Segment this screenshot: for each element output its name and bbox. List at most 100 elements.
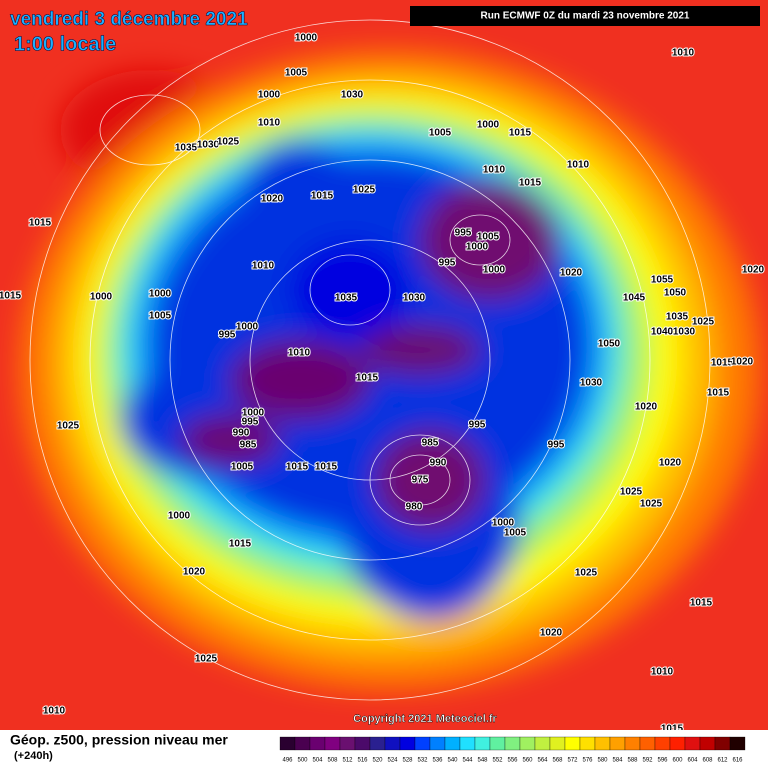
- isobar-label: 1020: [560, 268, 583, 279]
- isobar-label: 1030: [341, 90, 364, 101]
- scale-swatch: [579, 736, 596, 751]
- scale-label: 564: [537, 758, 548, 764]
- isobar-label: 1040: [651, 327, 674, 338]
- scale-swatch: [699, 736, 716, 751]
- scale-swatch: [714, 736, 731, 751]
- scale-swatch: [669, 736, 686, 751]
- scale-swatch: [684, 736, 701, 751]
- isobar-label: 1000: [149, 289, 172, 300]
- isobar-label: 1000: [258, 90, 281, 101]
- scale-swatch: [339, 736, 356, 751]
- isobar-label: 1035: [666, 312, 689, 323]
- isobar-label: 1020: [183, 567, 206, 578]
- scale-swatch: [624, 736, 641, 751]
- scale-label: 512: [342, 758, 353, 764]
- isobar-label: 1025: [640, 499, 663, 510]
- isobar-label: 1005: [504, 528, 527, 539]
- isobar-label: 1010: [43, 706, 66, 717]
- isobar-label: 1035: [335, 293, 358, 304]
- scale-swatch: [489, 736, 506, 751]
- isobar-label: 1005: [231, 462, 254, 473]
- scale-label: 556: [507, 758, 518, 764]
- scale-swatch: [594, 736, 611, 751]
- isobar-label: 995: [548, 440, 565, 451]
- field: [0, 0, 768, 730]
- scale-label: 592: [642, 758, 653, 764]
- isobar-label: 1015: [0, 291, 22, 302]
- scale-label: 516: [357, 758, 368, 764]
- scale-label: 612: [717, 758, 728, 764]
- scale-swatch: [399, 736, 416, 751]
- isobar-label: 1030: [580, 378, 603, 389]
- scale-label: 552: [492, 758, 503, 764]
- isobar-label: 1000: [492, 518, 515, 529]
- scale-swatch: [369, 736, 386, 751]
- isobar-label: 995: [219, 330, 236, 341]
- scale-swatch: [564, 736, 581, 751]
- scale-swatch: [414, 736, 431, 751]
- scale-swatch: [429, 736, 446, 751]
- isobar-label: 995: [242, 417, 259, 428]
- color-scale: 496 500 504 508 512 516 520 524 528 532 536 540 544 5…: [279, 736, 746, 764]
- isobar-label: 1020: [635, 402, 658, 413]
- scale-swatch: [294, 736, 311, 751]
- isobar-label: 1020: [742, 265, 765, 276]
- isobar-label: 1025: [217, 137, 240, 148]
- scale-label: 584: [612, 758, 623, 764]
- scale-label: 540: [447, 758, 458, 764]
- scale-swatch: [324, 736, 341, 751]
- isobar-label: 1000: [242, 408, 265, 419]
- scale-label: 500: [297, 758, 308, 764]
- scale-label: 536: [432, 758, 443, 764]
- scale-swatch: [534, 736, 551, 751]
- run-box: [410, 6, 760, 26]
- isobar-label: 1025: [57, 421, 80, 432]
- scale-label: 560: [522, 758, 533, 764]
- isobar-label: 995: [439, 258, 456, 269]
- isobar-label: 990: [233, 428, 250, 439]
- scale-swatch: [504, 736, 521, 751]
- scale-label: 524: [387, 758, 398, 764]
- isobar-label: 1005: [429, 128, 452, 139]
- isobar-label: 995: [455, 228, 472, 239]
- scale-label: 572: [567, 758, 578, 764]
- isobar-label: 1050: [664, 288, 687, 299]
- isobar-label: 1015: [29, 218, 52, 229]
- isobar-label: 1025: [575, 568, 598, 579]
- isobar-label: 1000: [168, 511, 191, 522]
- scale-label: 504: [312, 758, 323, 764]
- scale-label: 616: [732, 758, 743, 764]
- isobar-label: 1015: [509, 128, 532, 139]
- isobar-label: 1010: [288, 348, 311, 359]
- isobar-label: 1005: [149, 311, 172, 322]
- isobar-label: 1000: [483, 265, 506, 276]
- scale-label: 548: [477, 758, 488, 764]
- isobar-label: 985: [422, 438, 439, 449]
- isobar-label: 1045: [623, 293, 646, 304]
- scale-label: 508: [327, 758, 338, 764]
- scale-label: 608: [702, 758, 713, 764]
- isobar-label: 980: [406, 502, 423, 513]
- isobar-label: 1020: [659, 458, 682, 469]
- isobar-label: 1015: [229, 539, 252, 550]
- scale-label: 568: [552, 758, 563, 764]
- scale-swatch: [639, 736, 656, 751]
- isobar-label: 1025: [620, 487, 643, 498]
- isobar-label: 1015: [690, 598, 713, 609]
- isobar-label: 1025: [692, 317, 715, 328]
- scale-swatch: [444, 736, 461, 751]
- isobar-label: 1015: [315, 462, 338, 473]
- scale-label: 544: [462, 758, 473, 764]
- isobar-label: 1015: [707, 388, 730, 399]
- isobar-label: 1005: [285, 68, 308, 79]
- isobar-label: 1010: [252, 261, 275, 272]
- isobar-label: 1010: [258, 118, 281, 129]
- copyright: Copyright 2021 Meteociel.fr: [353, 713, 497, 725]
- scale-swatch: [729, 736, 746, 751]
- isobar-label: 1035: [175, 143, 198, 154]
- scale-swatch: [519, 736, 536, 751]
- isobar-label: 1015: [311, 191, 334, 202]
- scale-label: 520: [372, 758, 383, 764]
- isobar-label: 1010: [483, 165, 506, 176]
- isobar-label: 1030: [673, 327, 696, 338]
